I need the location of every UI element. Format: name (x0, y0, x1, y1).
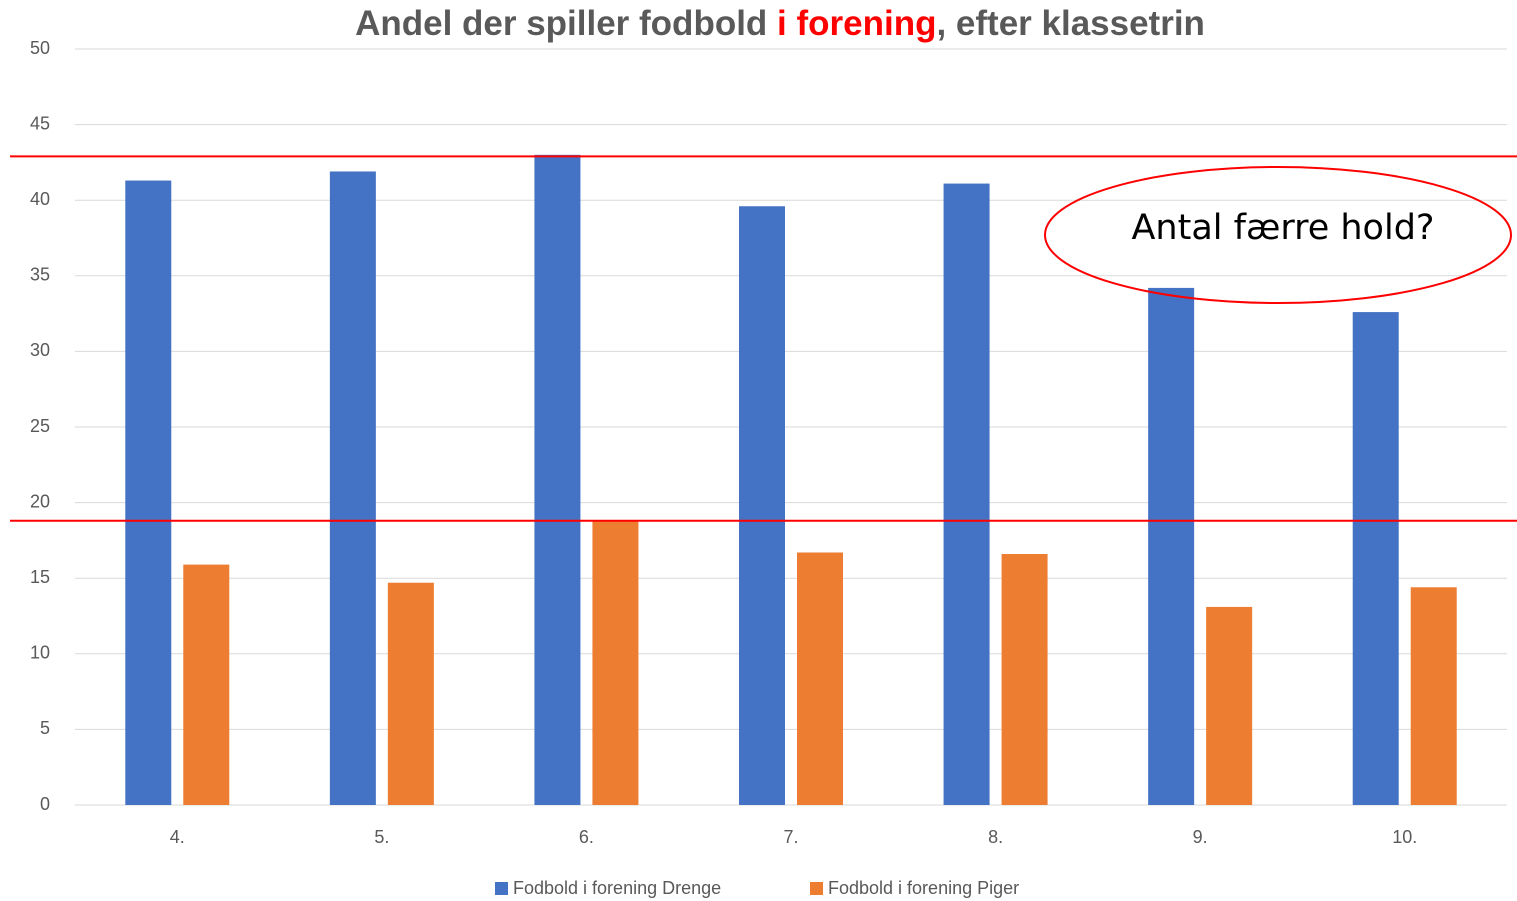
x-tick-label: 9. (1193, 827, 1208, 847)
legend-label: Fodbold i forening Piger (828, 878, 1019, 898)
bar (125, 180, 172, 805)
y-tick-label: 35 (30, 265, 50, 285)
legend-swatch (810, 882, 823, 895)
bar (1148, 287, 1195, 805)
y-tick-label: 20 (30, 491, 50, 511)
y-tick-label: 25 (30, 416, 50, 436)
y-tick-label: 10 (30, 643, 50, 663)
y-tick-label: 5 (40, 718, 50, 738)
bar (1206, 606, 1253, 805)
legend-label: Fodbold i forening Drenge (513, 878, 721, 898)
x-tick-label: 10. (1392, 827, 1417, 847)
title-part: i forening (777, 4, 936, 43)
x-tick-label: 7. (783, 827, 798, 847)
bar (183, 564, 230, 805)
chart-title: Andel der spiller fodbold i forening, ef… (355, 4, 1205, 43)
y-tick-label: 0 (40, 794, 50, 814)
y-tick-label: 50 (30, 38, 50, 58)
bar (592, 520, 639, 805)
y-tick-label: 30 (30, 340, 50, 360)
y-tick-label: 40 (30, 189, 50, 209)
bar (797, 552, 843, 805)
bar (329, 171, 376, 806)
x-tick-label: 5. (374, 827, 389, 847)
annotation-ellipse (1044, 166, 1512, 304)
x-tick-label: 6. (579, 827, 594, 847)
bar (534, 154, 581, 806)
legend-swatch (495, 882, 508, 895)
annotation: Antal færre hold? (1131, 208, 1434, 248)
y-tick-label: 15 (30, 567, 50, 587)
x-tick-label: 4. (170, 827, 185, 847)
bar (387, 582, 434, 805)
title-part: Andel der spiller fodbold (355, 4, 777, 43)
y-tick-label: 45 (30, 113, 50, 133)
bar (1410, 587, 1457, 805)
bar (1001, 554, 1048, 805)
bar (943, 183, 990, 805)
title-part: , efter klassetrin (936, 4, 1204, 43)
bar (1352, 312, 1399, 805)
bar (739, 206, 785, 806)
x-tick-label: 8. (988, 827, 1003, 847)
grid (75, 48, 1507, 806)
